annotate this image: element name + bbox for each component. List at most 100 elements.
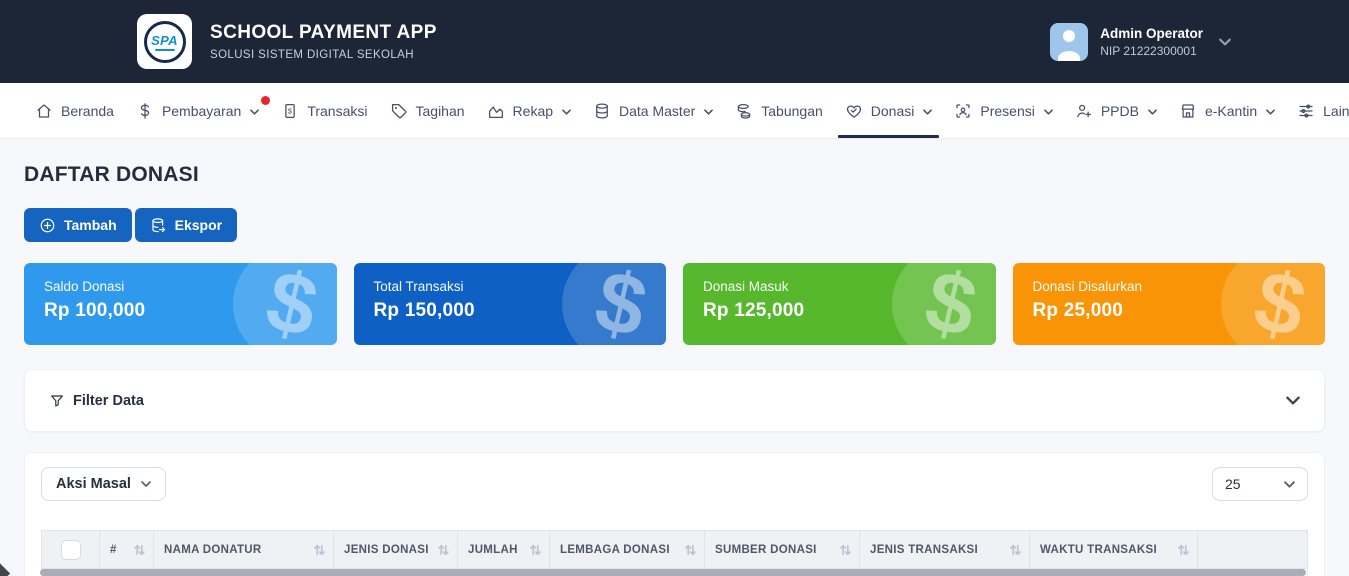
stat-card-saldo-donasi: Saldo Donasi Rp 100,000 $ <box>24 263 337 345</box>
chevron-down-icon[interactable] <box>1219 38 1231 46</box>
sort-icon[interactable] <box>529 544 542 556</box>
stat-label: Total Transaksi <box>373 279 464 294</box>
nav-item-tabungan[interactable]: Tabungan <box>724 83 834 138</box>
column-header-jenis-transaksi[interactable]: JENIS TRANSAKSI <box>859 530 1030 569</box>
aksi-masal-button[interactable]: Aksi Masal <box>41 467 166 501</box>
filter-panel[interactable]: Filter Data <box>24 369 1325 432</box>
dollar-circle-icon: $ <box>562 263 666 345</box>
dollar-circle-icon: $ <box>1221 263 1325 345</box>
nav-item-ppdb[interactable]: PPDB <box>1064 83 1168 138</box>
funnel-icon <box>49 393 65 409</box>
ekspor-label: Ekspor <box>174 217 223 233</box>
user-plus-icon <box>1075 102 1093 120</box>
sort-icon[interactable] <box>437 544 450 556</box>
nav-item-data-master[interactable]: Data Master <box>582 83 724 138</box>
sort-icon[interactable] <box>839 544 852 556</box>
horizontal-scrollbar[interactable] <box>40 569 1306 576</box>
column-header-waktu-transaksi[interactable]: WAKTU TRANSAKSI <box>1029 530 1198 569</box>
brand-text: SCHOOL PAYMENT APP SOLUSI SISTEM DIGITAL… <box>210 22 437 61</box>
column-header-lembaga-donasi[interactable]: LEMBAGA DONASI <box>549 530 705 569</box>
tag-icon <box>390 102 408 120</box>
chevron-down-icon <box>141 481 151 487</box>
face-scan-icon <box>954 102 972 120</box>
app-title: SCHOOL PAYMENT APP <box>210 22 437 43</box>
database-icon <box>593 102 611 120</box>
active-tab-underline <box>837 135 940 138</box>
stat-cards: Saldo Donasi Rp 100,000 $ Total Transaks… <box>24 263 1325 345</box>
nav-item-presensi[interactable]: Presensi <box>943 83 1063 138</box>
nav-label: Pembayaran <box>161 102 242 119</box>
chevron-down-icon <box>923 108 933 115</box>
filter-title: Filter Data <box>73 392 144 409</box>
nav-item-ekantin[interactable]: e-Kantin <box>1168 83 1286 138</box>
nav-label: Transaksi <box>307 102 368 119</box>
sort-icon[interactable] <box>1177 544 1190 556</box>
chevron-down-icon[interactable] <box>1286 396 1300 405</box>
chevron-down-icon <box>1043 108 1053 115</box>
database-export-icon <box>150 217 167 234</box>
stat-card-donasi-masuk: Donasi Masuk Rp 125,000 $ <box>683 263 996 345</box>
avatar <box>1050 22 1089 61</box>
nav-label: Beranda <box>61 102 114 119</box>
stat-label: Saldo Donasi <box>44 279 125 294</box>
sort-icon[interactable] <box>313 544 326 556</box>
dollar-icon <box>136 102 154 120</box>
page-size-select[interactable]: 25 <box>1212 467 1308 501</box>
tambah-button[interactable]: Tambah <box>24 208 132 242</box>
nav-label: Tagihan <box>415 102 465 119</box>
table-panel: Aksi Masal 25 # N <box>24 452 1325 576</box>
chevron-down-icon <box>1284 480 1295 488</box>
chevron-down-icon <box>562 108 571 115</box>
nav-item-transaksi[interactable]: $ Transaksi <box>270 83 378 138</box>
stat-label: Donasi Disalurkan <box>1032 279 1143 294</box>
page-title: DAFTAR DONASI <box>24 163 199 186</box>
stat-value: Rp 25,000 <box>1032 300 1124 321</box>
nav-item-lainnya[interactable]: Lainnya <box>1286 83 1349 138</box>
column-header-index[interactable]: # <box>99 530 154 569</box>
user-name: Admin Operator <box>1100 25 1203 41</box>
nav-item-rekap[interactable]: Rekap <box>476 83 582 138</box>
user-menu[interactable]: Admin Operator NIP 21222300001 <box>1050 22 1231 61</box>
table-toolbar: Aksi Masal 25 <box>41 467 1308 501</box>
nav-label: e-Kantin <box>1204 102 1258 119</box>
sort-icon[interactable] <box>1009 544 1022 556</box>
nav-label: Rekap <box>512 102 554 119</box>
select-all-checkbox[interactable] <box>60 539 81 560</box>
page-size-value: 25 <box>1225 476 1241 492</box>
notification-badge <box>261 96 271 105</box>
nav-item-pembayaran[interactable]: Pembayaran <box>125 83 271 138</box>
nav-item-donasi[interactable]: Donasi <box>834 83 944 138</box>
nav-label: PPDB <box>1100 102 1139 119</box>
stat-card-donasi-disalurkan: Donasi Disalurkan Rp 25,000 $ <box>1012 263 1325 345</box>
action-row: Tambah Ekspor <box>24 208 1325 242</box>
stat-label: Donasi Masuk <box>703 279 789 294</box>
nav-item-tagihan[interactable]: Tagihan <box>379 83 476 138</box>
user-nip: NIP 21222300001 <box>1100 43 1197 58</box>
column-header-jenis-donasi[interactable]: JENIS DONASI <box>333 530 458 569</box>
sort-icon[interactable] <box>133 544 146 556</box>
chevron-down-icon <box>250 108 260 115</box>
nav-label: Presensi <box>980 102 1035 119</box>
stat-value: Rp 100,000 <box>44 300 146 321</box>
column-header-jumlah[interactable]: JUMLAH <box>457 530 550 569</box>
main-nav: Beranda Pembayaran $ Transaksi Tagihan R… <box>0 83 1349 139</box>
svg-text:$: $ <box>288 106 293 115</box>
chart-icon <box>487 102 505 120</box>
sort-icon[interactable] <box>684 544 697 556</box>
column-header-actions <box>1197 530 1308 569</box>
ekspor-button[interactable]: Ekspor <box>134 208 238 242</box>
nav-label: Data Master <box>619 102 696 119</box>
coins-icon <box>735 102 753 120</box>
tambah-label: Tambah <box>64 217 117 233</box>
chevron-down-icon <box>1148 108 1157 115</box>
brand: SPA SCHOOL PAYMENT APP SOLUSI SISTEM DIG… <box>137 14 437 69</box>
table-header-row: # NAMA DONATUR JENIS DONASI JUMLAH LEMBA… <box>41 530 1308 569</box>
aksi-masal-label: Aksi Masal <box>56 476 131 492</box>
receipt-icon: $ <box>281 102 299 120</box>
nav-item-beranda[interactable]: Beranda <box>24 83 125 138</box>
column-header-nama-donatur[interactable]: NAMA DONATUR <box>153 530 334 569</box>
column-header-sumber-donasi[interactable]: SUMBER DONASI <box>704 530 860 569</box>
main-content: DAFTAR DONASI Tambah Ekspor Saldo Donasi… <box>0 139 1349 576</box>
heart-hand-icon <box>845 102 863 120</box>
chevron-down-icon <box>704 108 714 115</box>
